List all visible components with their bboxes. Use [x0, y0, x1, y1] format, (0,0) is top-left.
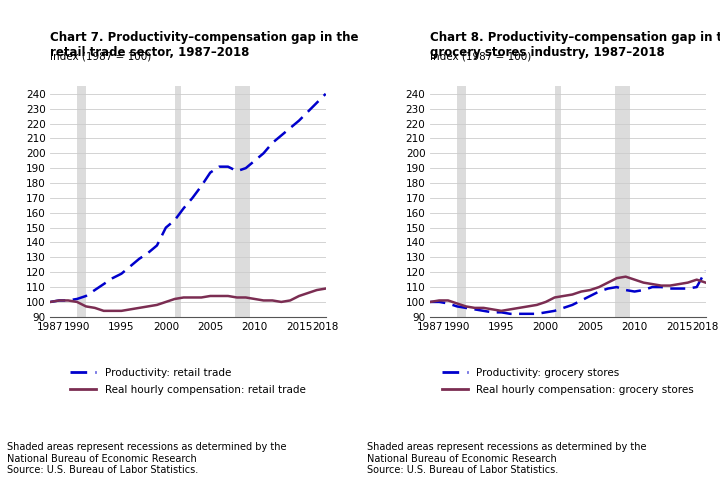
Bar	[554, 86, 562, 317]
Bar	[175, 86, 181, 317]
Text: Shaded areas represent recessions as determined by the
National Bureau of Econom: Shaded areas represent recessions as det…	[367, 442, 647, 475]
Bar	[615, 86, 630, 317]
Bar	[235, 86, 251, 317]
Text: Chart 8. Productivity–compensation gap in the
grocery stores industry, 1987–2018: Chart 8. Productivity–compensation gap i…	[431, 31, 720, 59]
Legend: Productivity: retail trade, Real hourly compensation: retail trade: Productivity: retail trade, Real hourly …	[66, 363, 310, 399]
Text: Shaded areas represent recessions as determined by the
National Bureau of Econom: Shaded areas represent recessions as det…	[7, 442, 287, 475]
Bar	[77, 86, 86, 317]
Legend: Productivity: grocery stores, Real hourly compensation: grocery stores: Productivity: grocery stores, Real hourl…	[438, 363, 698, 399]
Text: Index (1987 = 100): Index (1987 = 100)	[50, 51, 152, 61]
Text: Index (1987 = 100): Index (1987 = 100)	[431, 51, 531, 61]
Bar	[457, 86, 466, 317]
Text: Chart 7. Productivity–compensation gap in the
retail trade sector, 1987–2018: Chart 7. Productivity–compensation gap i…	[50, 31, 359, 59]
